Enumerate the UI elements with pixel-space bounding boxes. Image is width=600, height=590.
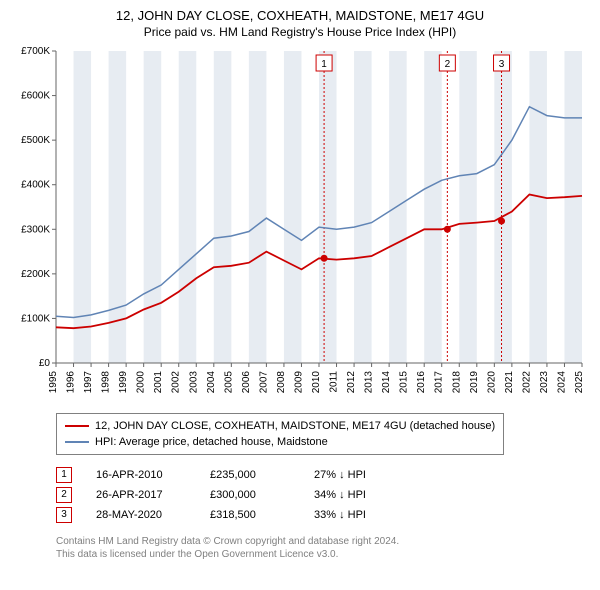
sale-price: £235,000 [210,465,290,485]
svg-text:£500K: £500K [21,135,50,146]
legend-label-property: 12, JOHN DAY CLOSE, COXHEATH, MAIDSTONE,… [95,418,495,434]
svg-text:£100K: £100K [21,313,50,324]
sale-badge-1: 1 [56,467,72,483]
price-vs-hpi-chart: £0 £100K £200K £300K £400K £500K £600K £700K 199… [10,45,590,405]
svg-text:2004: 2004 [206,371,217,394]
footnote-line-2: This data is licensed under the Open Gov… [56,548,590,561]
sales-row: 1 16-APR-2010 £235,000 27% ↓ HPI [56,465,590,485]
sales-table: 1 16-APR-2010 £235,000 27% ↓ HPI 2 26-AP… [56,465,590,525]
footnote-line-1: Contains HM Land Registry data © Crown c… [56,535,590,548]
svg-text:2022: 2022 [521,371,532,394]
svg-text:2025: 2025 [574,371,585,394]
svg-text:£300K: £300K [21,224,50,235]
page-title: 12, JOHN DAY CLOSE, COXHEATH, MAIDSTONE,… [10,8,590,23]
svg-text:2: 2 [445,59,451,70]
svg-text:2015: 2015 [399,371,410,394]
svg-text:£600K: £600K [21,91,50,102]
footnote: Contains HM Land Registry data © Crown c… [56,535,590,561]
sale-badge-3: 3 [56,507,72,523]
legend-row-property: 12, JOHN DAY CLOSE, COXHEATH, MAIDSTONE,… [65,418,495,434]
svg-text:2010: 2010 [311,371,322,394]
svg-text:2008: 2008 [276,371,287,394]
svg-text:2006: 2006 [241,371,252,394]
sale-date: 16-APR-2010 [96,465,186,485]
svg-text:2003: 2003 [188,371,199,394]
svg-text:1999: 1999 [118,371,129,394]
svg-text:£0: £0 [39,358,51,369]
svg-text:1: 1 [321,59,327,70]
svg-text:2023: 2023 [539,371,550,394]
svg-text:2021: 2021 [504,371,515,394]
legend-label-hpi: HPI: Average price, detached house, Maid… [95,434,328,450]
svg-text:2001: 2001 [153,371,164,394]
svg-text:2005: 2005 [223,371,234,394]
svg-text:1995: 1995 [48,371,59,394]
legend-swatch-hpi [65,441,89,443]
svg-text:2009: 2009 [293,371,304,394]
svg-text:2016: 2016 [416,371,427,394]
svg-text:2014: 2014 [381,371,392,394]
sale-pct: 34% ↓ HPI [314,485,366,505]
svg-text:1997: 1997 [83,371,94,394]
sale-pct: 27% ↓ HPI [314,465,366,485]
svg-text:2024: 2024 [556,371,567,394]
svg-text:2007: 2007 [258,371,269,394]
sale-date: 28-MAY-2020 [96,505,186,525]
svg-text:3: 3 [499,59,505,70]
legend-row-hpi: HPI: Average price, detached house, Maid… [65,434,495,450]
svg-text:2013: 2013 [364,371,375,394]
svg-text:2020: 2020 [486,371,497,394]
sale-date: 26-APR-2017 [96,485,186,505]
svg-text:2002: 2002 [171,371,182,394]
page-subtitle: Price paid vs. HM Land Registry's House … [10,25,590,39]
svg-text:2018: 2018 [451,371,462,394]
sale-pct: 33% ↓ HPI [314,505,366,525]
svg-text:2012: 2012 [346,371,357,394]
svg-text:1996: 1996 [66,371,77,394]
svg-text:2019: 2019 [469,371,480,394]
svg-text:1998: 1998 [101,371,112,394]
sales-row: 3 28-MAY-2020 £318,500 33% ↓ HPI [56,505,590,525]
sale-price: £318,500 [210,505,290,525]
legend-box: 12, JOHN DAY CLOSE, COXHEATH, MAIDSTONE,… [56,413,504,455]
svg-text:2011: 2011 [329,371,340,393]
svg-text:£400K: £400K [21,180,50,191]
svg-text:2017: 2017 [434,371,445,394]
sale-price: £300,000 [210,485,290,505]
sales-row: 2 26-APR-2017 £300,000 34% ↓ HPI [56,485,590,505]
legend-swatch-property [65,425,89,427]
sale-badge-2: 2 [56,487,72,503]
svg-text:£200K: £200K [21,269,50,280]
svg-text:£700K: £700K [21,46,50,57]
svg-text:2000: 2000 [136,371,147,394]
